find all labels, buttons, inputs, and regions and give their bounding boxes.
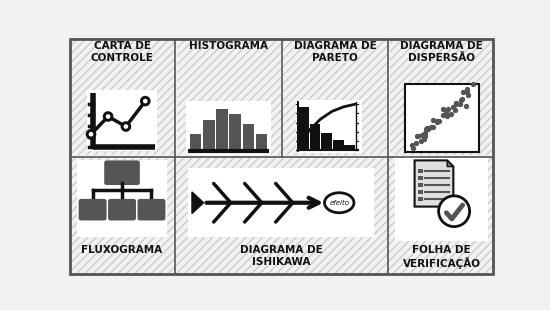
Bar [203,120,214,151]
Bar [344,144,355,150]
Text: efeito: efeito [329,200,349,206]
Bar [216,109,228,151]
Circle shape [89,132,94,136]
Bar [186,101,271,155]
Text: DIAGRAMA DE
PARETO: DIAGRAMA DE PARETO [294,41,377,63]
Text: HISTOGRAMA: HISTOGRAMA [189,41,268,51]
FancyBboxPatch shape [79,199,107,220]
Circle shape [141,97,150,105]
FancyBboxPatch shape [104,160,140,185]
Bar [229,114,241,151]
Text: DIAGRAMA DE
DISPERSÃO: DIAGRAMA DE DISPERSÃO [400,41,483,63]
Bar [298,107,309,150]
Text: DIAGRAMA DE
ISHIKAWA: DIAGRAMA DE ISHIKAWA [240,245,322,267]
Bar [70,157,175,277]
Polygon shape [192,192,204,214]
Bar [77,160,167,237]
Bar [405,84,478,152]
Bar [190,134,201,151]
Circle shape [104,112,112,121]
Bar [283,39,388,155]
Ellipse shape [324,193,354,213]
Bar [256,134,267,151]
Bar [243,124,254,151]
Circle shape [87,130,95,139]
Bar [87,90,157,151]
Text: CARTA DE
CONTROLE: CARTA DE CONTROLE [91,41,153,63]
Circle shape [124,124,128,129]
FancyBboxPatch shape [138,199,166,220]
Bar [70,39,174,155]
FancyBboxPatch shape [108,199,136,220]
Bar [188,168,374,237]
Text: FLUXOGRAMA: FLUXOGRAMA [81,245,163,255]
Circle shape [106,114,111,119]
Bar [177,39,281,155]
Bar [388,157,493,277]
Circle shape [143,99,147,104]
Text: FOLHA DE
VERIFICAÇÃO: FOLHA DE VERIFICAÇÃO [403,245,481,269]
Bar [395,157,488,241]
Bar [296,100,361,153]
Bar [333,140,344,150]
Bar [419,190,423,194]
Bar [175,157,388,277]
Bar [419,176,423,180]
Polygon shape [447,160,453,166]
Circle shape [438,196,470,227]
Bar [390,39,494,155]
Polygon shape [415,160,453,206]
Circle shape [122,122,130,131]
Bar [419,183,423,187]
Bar [419,169,423,174]
Bar [321,133,332,150]
Bar [310,124,321,150]
Bar [419,197,423,201]
